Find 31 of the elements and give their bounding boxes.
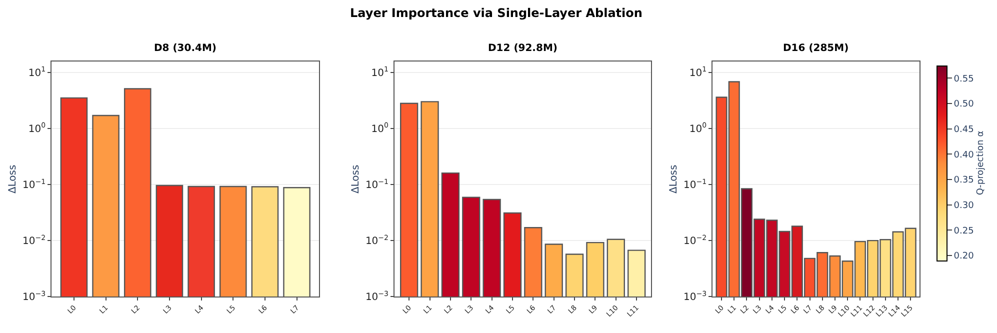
color-bar-label: 0.45 [954, 124, 974, 135]
y-tick-label: 10$^{0}$ [371, 122, 389, 135]
y-tick-label: 10$^{−2}$ [684, 234, 707, 248]
color-bar-label: 0.55 [954, 74, 974, 84]
chart-title: D8 (30.4M) [154, 43, 217, 54]
y-tick-label: 10$^{−2}$ [365, 234, 389, 248]
color-bar-label: 0.50 [954, 100, 974, 110]
y-tick-label: 10$^{−3}$ [22, 290, 46, 304]
y-tick-label: 10$^{1}$ [689, 66, 707, 79]
color-bar-label: 0.25 [954, 226, 974, 236]
color-bar-label: 0.40 [954, 150, 974, 160]
text: Layer Importance via Single-Layer Ablation [350, 6, 642, 20]
y-tick-label: 10$^{0}$ [28, 122, 46, 135]
chart-title: D12 (92.8M) [488, 43, 558, 54]
y-tick-label: 10$^{−1}$ [365, 178, 389, 191]
y-tick-label: 10$^{−3}$ [684, 290, 707, 304]
y-axis-title: ΔLoss [350, 164, 362, 194]
y-tick-label: 10$^{1}$ [28, 66, 46, 79]
color-bar-title: Q-projection α [976, 130, 986, 196]
color-bar-label: 0.20 [954, 252, 974, 262]
y-tick-label: 10$^{1}$ [371, 66, 389, 79]
y-axis-title: ΔLoss [8, 164, 19, 194]
y-tick-label: 10$^{−1}$ [22, 178, 46, 191]
y-tick-label: 10$^{−3}$ [365, 290, 389, 304]
chart-title: D16 (285M) [783, 43, 849, 54]
y-tick-label: 10$^{−1}$ [684, 178, 707, 191]
color-bar-label: 0.35 [954, 176, 974, 186]
y-axis-title: ΔLoss [668, 164, 680, 194]
y-tick-label: 10$^{−2}$ [22, 234, 46, 248]
color-bar-label: 0.30 [954, 200, 974, 211]
y-tick-label: 10$^{0}$ [689, 122, 707, 135]
